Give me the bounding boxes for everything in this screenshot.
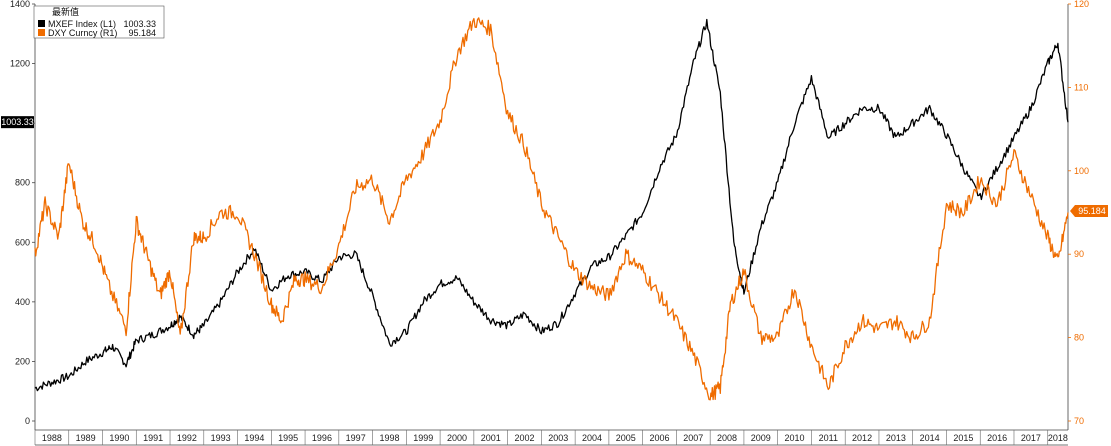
x-tick-label: 1989 (76, 433, 96, 443)
y-axis-right: 70 80 90 100 110 120 (1068, 0, 1089, 426)
y-right-tick-label: 70 (1074, 416, 1084, 426)
x-tick-label: 1990 (109, 433, 129, 443)
x-tick-label: 2009 (751, 433, 771, 443)
series-line-mxef (34, 18, 1069, 392)
y-left-tick-label: 0 (25, 416, 30, 426)
legend-series-name-dxy: DXY Curncy (R1) (48, 28, 117, 38)
x-tick-label: 2004 (582, 433, 602, 443)
x-tick-label: 1993 (211, 433, 231, 443)
x-tick-label: 1992 (177, 433, 197, 443)
legend-series-name-mxef: MXEF Index (L1) (48, 19, 116, 29)
x-tick-label: 2017 (1021, 433, 1041, 443)
y-left-tick-label: 600 (15, 237, 30, 247)
x-tick-label: 2007 (683, 433, 703, 443)
x-tick-label: 1994 (244, 433, 264, 443)
y-right-tick-label: 80 (1074, 333, 1084, 343)
y-left-tick-label: 1400 (10, 0, 30, 9)
legend-series-value-dxy: 95.184 (128, 28, 156, 38)
y-right-tick-label: 100 (1074, 166, 1089, 176)
x-tick-label: 2008 (717, 433, 737, 443)
x-tick-label: 2002 (514, 433, 534, 443)
y-left-tick-label: 800 (15, 178, 30, 188)
legend-swatch-mxef (38, 20, 45, 27)
y-right-tick-label: 110 (1074, 82, 1088, 92)
x-tick-label: 2015 (953, 433, 973, 443)
x-tick-label: 2013 (886, 433, 906, 443)
last-value-badges: 1003.33 95.184 (1, 116, 1108, 217)
legend-box (33, 5, 165, 39)
legend-series-value-mxef: 1003.33 (123, 19, 156, 29)
x-tick-label: 2010 (785, 433, 805, 443)
x-axis: 1988 1989 1990 1991 1992 1993 1994 1995 1996 1997… (34, 430, 1068, 445)
last-value-label-right: 95.184 (1078, 206, 1106, 216)
x-tick-label: 2018 (1048, 433, 1068, 443)
x-tick-label: 2001 (481, 433, 501, 443)
x-tick-label: 2014 (920, 433, 940, 443)
x-tick-label: 1988 (42, 433, 62, 443)
x-tick-label: 2000 (447, 433, 467, 443)
x-tick-label: 2005 (616, 433, 636, 443)
y-left-tick-label: 400 (15, 297, 30, 307)
y-right-tick-label: 90 (1074, 249, 1084, 259)
x-tick-label: 2003 (548, 433, 568, 443)
x-tick-label: 1998 (379, 433, 399, 443)
x-tick-label: 2012 (852, 433, 872, 443)
y-left-tick-label: 1200 (10, 59, 30, 69)
series-line-dxy (34, 17, 1069, 401)
x-tick-label: 1997 (346, 433, 366, 443)
x-tick-label: 2011 (819, 433, 838, 443)
x-tick-label: 1999 (413, 433, 433, 443)
last-value-label-left: 1003.33 (1, 117, 34, 127)
y-left-tick-label: 200 (15, 356, 30, 366)
last-value-badge-left (1, 116, 34, 129)
last-value-badge-right (1070, 204, 1108, 217)
legend: 最新值 MXEF Index (L1) 1003.33 DXY Curncy (… (33, 5, 165, 39)
x-tick-label: 1995 (278, 433, 298, 443)
legend-header: 最新值 (52, 6, 79, 17)
x-tick-label: 1996 (312, 433, 332, 443)
x-tick-label: 1991 (143, 433, 163, 443)
x-tick-label: 2016 (987, 433, 1007, 443)
legend-swatch-dxy (38, 29, 45, 36)
y-right-tick-label: 120 (1074, 0, 1089, 9)
series-lines (34, 17, 1069, 401)
x-tick-label: 2006 (650, 433, 670, 443)
